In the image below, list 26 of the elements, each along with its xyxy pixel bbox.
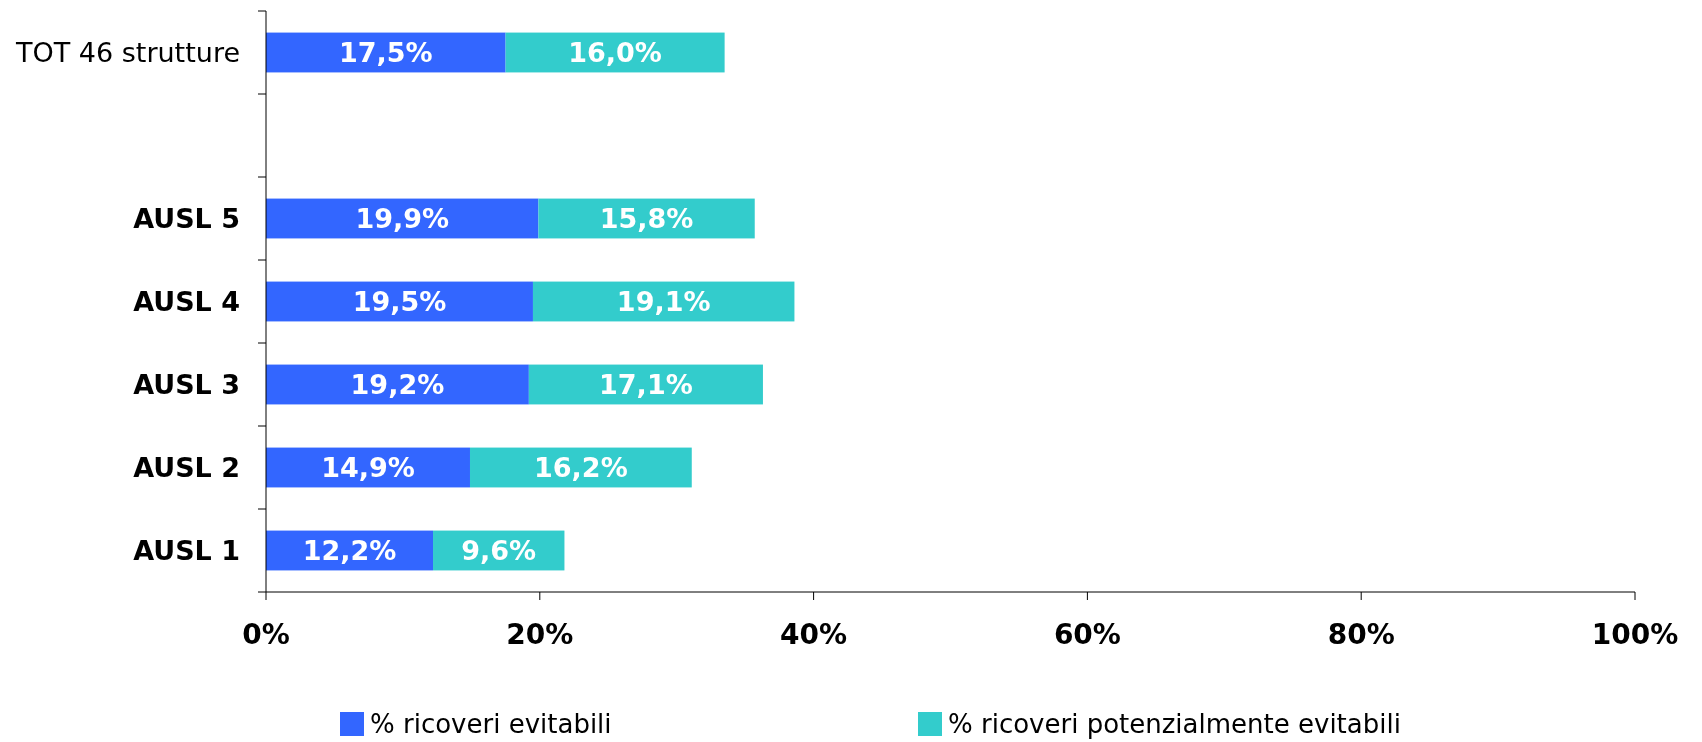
y-tick-label: AUSL 3 <box>133 369 240 401</box>
y-tick-label: TOT 46 strutture <box>14 37 240 69</box>
data-label: 16,0% <box>568 37 662 69</box>
data-label: 19,9% <box>355 203 450 235</box>
data-label: 19,5% <box>352 286 447 318</box>
data-label: 12,2% <box>302 535 397 567</box>
y-tick-label: AUSL 2 <box>133 452 240 484</box>
legend-label: % ricoveri potenzialmente evitabili <box>948 709 1401 740</box>
x-tick-label: 20% <box>506 618 574 651</box>
legend-label: % ricoveri evitabili <box>370 709 612 740</box>
y-tick-label: AUSL 5 <box>133 203 240 235</box>
x-tick-label: 40% <box>780 618 848 651</box>
data-label: 16,2% <box>534 452 628 484</box>
data-label: 9,6% <box>461 535 537 567</box>
y-tick-label: AUSL 4 <box>133 286 240 318</box>
data-label: 15,8% <box>599 203 694 235</box>
data-label: 19,1% <box>616 286 711 318</box>
data-label: 14,9% <box>321 452 415 484</box>
x-tick-label: 100% <box>1591 618 1679 651</box>
x-tick-label: 60% <box>1053 618 1121 651</box>
data-label: 17,1% <box>599 369 693 401</box>
data-label: 19,2% <box>350 369 445 401</box>
x-tick-label: 0% <box>242 618 290 651</box>
x-tick-label: 80% <box>1327 618 1395 651</box>
y-tick-label: AUSL 1 <box>133 535 240 567</box>
data-label: 17,5% <box>338 37 433 69</box>
